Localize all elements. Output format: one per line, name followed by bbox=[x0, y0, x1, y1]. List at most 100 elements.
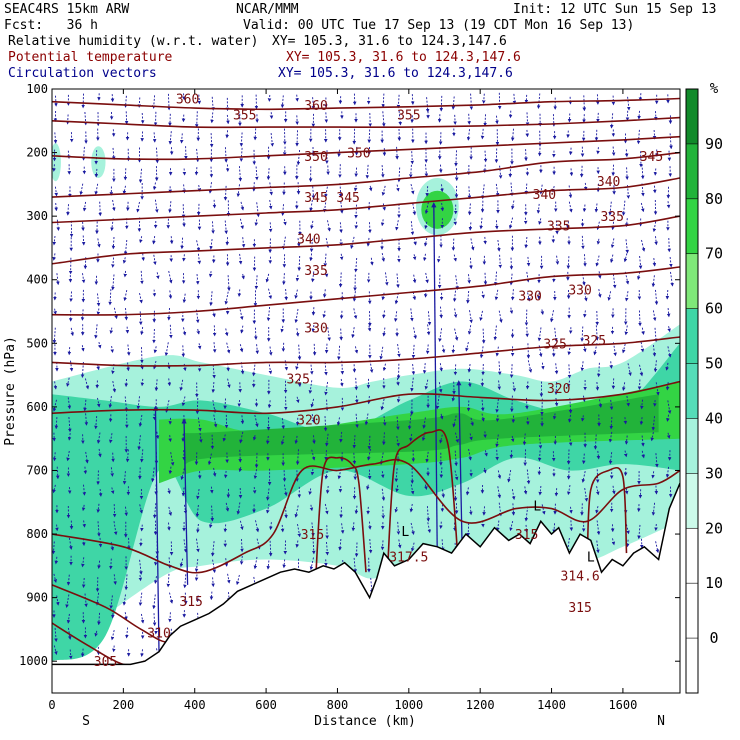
circulation-vector-1160 bbox=[637, 524, 641, 540]
circulation-vector-688 bbox=[384, 272, 389, 286]
circulation-vector-284 bbox=[169, 592, 174, 604]
colorbar-swatch-0 bbox=[686, 638, 698, 693]
circulation-vector-120 bbox=[97, 521, 101, 537]
circulation-vector-164 bbox=[123, 168, 128, 181]
circulation-vector-1204 bbox=[665, 382, 670, 391]
circulation-vector-342 bbox=[196, 538, 200, 553]
circulation-vector-377 bbox=[226, 114, 230, 125]
circulation-vector-325 bbox=[196, 240, 201, 252]
circulation-vector-893 bbox=[493, 271, 498, 286]
circulation-vector-169 bbox=[122, 257, 127, 264]
circulation-vector-1110 bbox=[626, 96, 631, 111]
circulation-vector-956 bbox=[524, 506, 529, 522]
circulation-vector-7 bbox=[56, 219, 60, 231]
circulation-vector-856 bbox=[469, 506, 473, 516]
circulation-vector-358 bbox=[209, 291, 213, 307]
circulation-vector-331 bbox=[197, 343, 202, 350]
circulation-vector-1205 bbox=[667, 400, 672, 414]
circulation-vector-887 bbox=[498, 165, 503, 179]
circulation-vector-426 bbox=[238, 466, 243, 473]
circulation-vector-857 bbox=[466, 523, 471, 537]
circulation-vector-1127 bbox=[626, 395, 630, 407]
circulation-vector-761 bbox=[425, 186, 429, 197]
theta-label-9: 340 bbox=[533, 188, 556, 203]
colorbar-swatch-3 bbox=[686, 473, 698, 529]
circulation-vector-764 bbox=[423, 237, 428, 247]
circulation-vector-134 bbox=[112, 199, 116, 212]
circulation-vector-740 bbox=[412, 274, 417, 284]
circulation-vector-771 bbox=[422, 363, 427, 374]
field-xy-theta: XY= 105.3, 31.6 to 124.3,147.6 bbox=[286, 50, 521, 65]
circulation-vector-949 bbox=[525, 381, 530, 390]
circulation-vector-16 bbox=[53, 381, 58, 390]
circulation-vector-81 bbox=[83, 399, 87, 412]
circulation-vector-334 bbox=[195, 397, 200, 415]
circulation-vector-1082 bbox=[596, 520, 601, 536]
circulation-vector-1042 bbox=[583, 254, 587, 267]
circulation-vector-8 bbox=[52, 235, 57, 246]
circulation-vector-335 bbox=[197, 417, 202, 432]
circulation-vector-729 bbox=[397, 539, 402, 549]
circulation-vector-245 bbox=[151, 467, 155, 483]
circulation-vector-810 bbox=[454, 150, 458, 167]
circulation-vector-118 bbox=[98, 488, 103, 497]
circulation-vector-652 bbox=[367, 129, 372, 144]
circulation-vector-696 bbox=[382, 416, 387, 426]
circulation-vector-1155 bbox=[641, 435, 645, 447]
x-tick-label-200: 200 bbox=[113, 698, 135, 712]
theta-label-30: 305 bbox=[94, 655, 117, 670]
circulation-vector-649 bbox=[353, 557, 357, 573]
circulation-vector-315 bbox=[183, 592, 188, 605]
theta-contour-325 bbox=[52, 336, 680, 367]
circulation-vector-687 bbox=[381, 253, 386, 262]
circulation-vector-1047 bbox=[583, 346, 587, 353]
circulation-vector-611 bbox=[340, 360, 345, 375]
x-tick-label-1200: 1200 bbox=[466, 698, 495, 712]
circulation-vector-787 bbox=[440, 202, 445, 212]
circulation-vector-70 bbox=[82, 201, 87, 212]
y-tick-label-700: 700 bbox=[26, 463, 48, 477]
circulation-vector-1068 bbox=[597, 271, 602, 279]
circulation-vector-896 bbox=[493, 325, 498, 341]
circulation-vector-1119 bbox=[623, 253, 628, 263]
colorbar-swatch-1 bbox=[686, 583, 698, 639]
circulation-vector-637 bbox=[354, 346, 359, 354]
circulation-vector-1166 bbox=[653, 168, 658, 176]
circulation-vector-172 bbox=[124, 308, 129, 321]
circulation-vector-141 bbox=[109, 327, 114, 334]
circulation-vector-526 bbox=[294, 289, 298, 299]
circulation-vector-924 bbox=[512, 382, 516, 392]
circulation-vector-558 bbox=[308, 380, 313, 394]
theta-label-21: 320 bbox=[547, 382, 570, 397]
circulation-vector-31 bbox=[53, 645, 58, 655]
circulation-vector-252 bbox=[152, 594, 156, 610]
circulation-vector-403 bbox=[226, 573, 231, 584]
circulation-vector-1050 bbox=[582, 395, 586, 403]
circulation-vector-871 bbox=[481, 328, 486, 344]
field-xy-rh: XY= 105.3, 31.6 to 124.3,147.6 bbox=[272, 34, 507, 49]
circulation-vector-627 bbox=[354, 167, 358, 178]
circulation-vector-318 bbox=[195, 111, 199, 128]
circulation-vector-266 bbox=[168, 270, 173, 284]
circulation-vector-190 bbox=[125, 627, 129, 639]
circulation-vector-915 bbox=[508, 217, 514, 229]
model-label: SEAC4RS 15km ARW bbox=[4, 2, 130, 17]
circulation-vector-870 bbox=[479, 310, 483, 321]
circulation-vector-699 bbox=[380, 471, 385, 479]
circulation-vector-778 bbox=[424, 484, 428, 490]
circulation-vector-570 bbox=[324, 112, 329, 123]
circulation-vector-110 bbox=[97, 341, 102, 349]
circulation-vector-309 bbox=[181, 487, 186, 497]
circulation-vector-928 bbox=[509, 450, 514, 459]
circulation-vector-17 bbox=[52, 399, 57, 412]
circulation-vector-253 bbox=[152, 613, 157, 627]
circulation-vector-1145 bbox=[638, 255, 643, 270]
circulation-vector-440 bbox=[254, 219, 259, 227]
circulation-vector-559 bbox=[310, 398, 315, 408]
theta-label-11: 340 bbox=[297, 232, 320, 247]
circulation-vector-208 bbox=[140, 378, 145, 387]
circulation-vector-1006 bbox=[552, 523, 556, 534]
circulation-vector-206 bbox=[140, 347, 144, 364]
circulation-vector-130 bbox=[111, 129, 116, 137]
circulation-vector-709 bbox=[396, 184, 400, 192]
